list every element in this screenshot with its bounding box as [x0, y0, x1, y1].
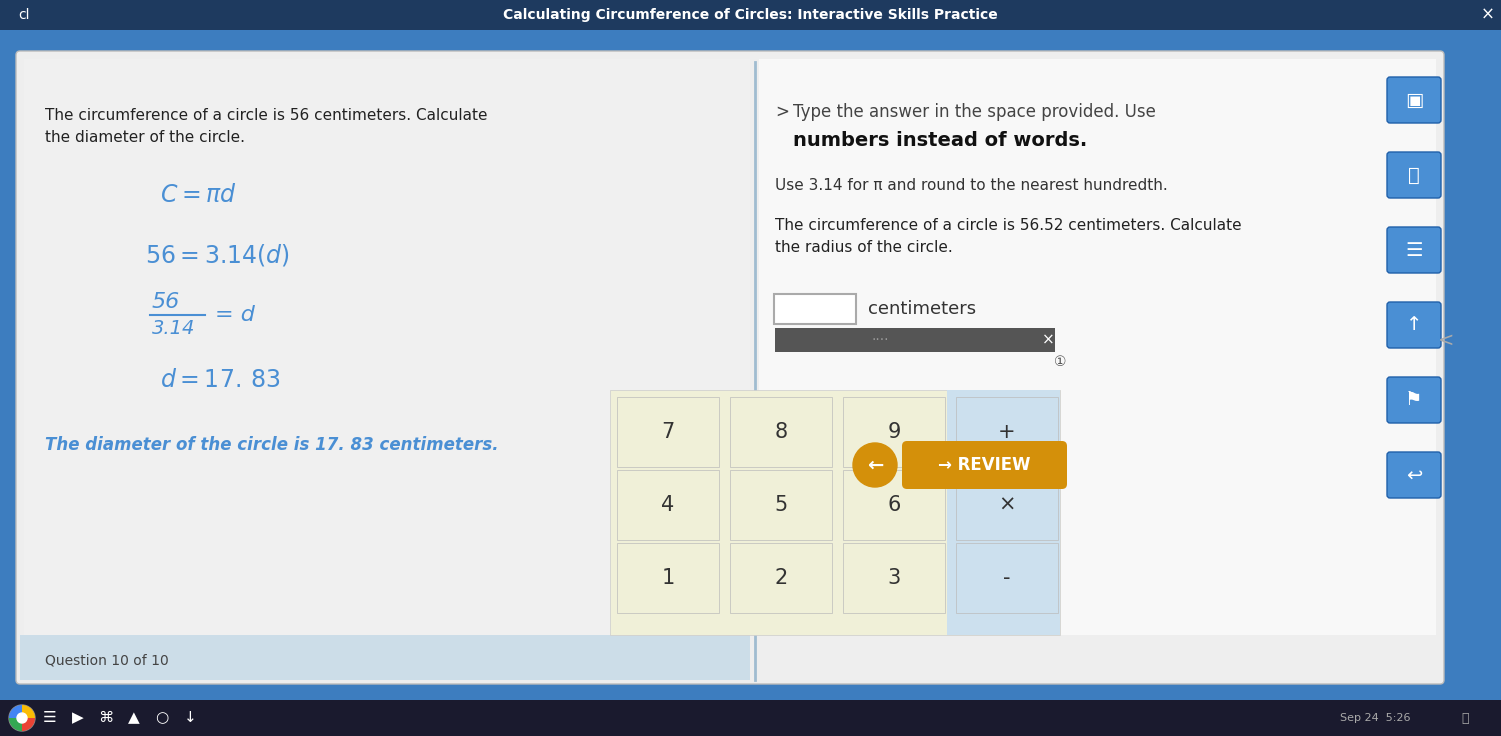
FancyBboxPatch shape: [24, 59, 750, 635]
Text: → REVIEW: → REVIEW: [938, 456, 1030, 474]
Text: 8: 8: [775, 422, 788, 442]
Text: Type the answer in the space provided. Use: Type the answer in the space provided. U…: [793, 103, 1156, 121]
Text: the diameter of the circle.: the diameter of the circle.: [45, 130, 245, 146]
Circle shape: [9, 705, 35, 731]
Text: The circumference of a circle is 56 centimeters. Calculate: The circumference of a circle is 56 cent…: [45, 107, 488, 122]
Wedge shape: [9, 705, 23, 718]
Text: ①: ①: [1054, 355, 1066, 369]
FancyBboxPatch shape: [956, 543, 1058, 613]
FancyBboxPatch shape: [17, 51, 1444, 684]
FancyBboxPatch shape: [1387, 77, 1441, 123]
FancyBboxPatch shape: [775, 294, 856, 324]
Text: 3.14: 3.14: [152, 319, 195, 338]
Text: ⓘ: ⓘ: [1462, 712, 1469, 724]
FancyBboxPatch shape: [1387, 377, 1441, 423]
Text: Use 3.14 for π and round to the nearest hundredth.: Use 3.14 for π and round to the nearest …: [775, 177, 1168, 193]
Text: 4: 4: [662, 495, 674, 515]
FancyBboxPatch shape: [1387, 302, 1441, 348]
Text: ↑: ↑: [1406, 316, 1421, 334]
Text: ×: ×: [998, 495, 1016, 515]
Text: ×: ×: [1042, 333, 1054, 347]
FancyBboxPatch shape: [617, 470, 719, 540]
Wedge shape: [9, 718, 23, 731]
Text: 56: 56: [152, 292, 180, 312]
Text: ←: ←: [866, 456, 883, 475]
Text: 9: 9: [887, 422, 901, 442]
Circle shape: [17, 713, 27, 723]
Text: +: +: [998, 422, 1016, 442]
FancyBboxPatch shape: [760, 59, 1436, 635]
Text: numbers instead of words.: numbers instead of words.: [793, 130, 1087, 149]
Text: The diameter of the circle is 17. 83 centimeters.: The diameter of the circle is 17. 83 cen…: [45, 436, 498, 454]
Text: 2: 2: [775, 568, 788, 588]
Text: ▣: ▣: [1405, 91, 1423, 110]
FancyBboxPatch shape: [844, 397, 946, 467]
FancyBboxPatch shape: [1387, 452, 1441, 498]
FancyBboxPatch shape: [844, 470, 946, 540]
Text: ▶: ▶: [72, 710, 84, 726]
FancyBboxPatch shape: [729, 397, 832, 467]
Text: 6: 6: [887, 495, 901, 515]
FancyBboxPatch shape: [947, 390, 1060, 635]
Text: >: >: [775, 103, 790, 121]
FancyBboxPatch shape: [609, 390, 1060, 635]
Text: cl: cl: [18, 8, 30, 22]
Text: ⚑: ⚑: [1405, 391, 1423, 409]
Wedge shape: [23, 705, 35, 718]
Text: ☰: ☰: [1405, 241, 1423, 260]
Text: = d: = d: [215, 305, 255, 325]
FancyBboxPatch shape: [0, 700, 1501, 736]
Text: ↓: ↓: [183, 710, 197, 726]
Text: 3: 3: [887, 568, 901, 588]
FancyBboxPatch shape: [617, 397, 719, 467]
FancyBboxPatch shape: [0, 30, 1501, 700]
Text: Calculating Circumference of Circles: Interactive Skills Practice: Calculating Circumference of Circles: In…: [503, 8, 997, 22]
Text: $d = 17.\,83$: $d = 17.\,83$: [161, 368, 281, 392]
Text: The circumference of a circle is 56.52 centimeters. Calculate: The circumference of a circle is 56.52 c…: [775, 218, 1241, 233]
Text: ▲: ▲: [128, 710, 140, 726]
Text: ⤢: ⤢: [1408, 166, 1420, 185]
FancyBboxPatch shape: [956, 397, 1058, 467]
Text: Question 10 of 10: Question 10 of 10: [45, 653, 168, 667]
Circle shape: [853, 443, 898, 487]
Text: ×: ×: [1481, 6, 1495, 24]
FancyBboxPatch shape: [729, 543, 832, 613]
Text: 7: 7: [662, 422, 674, 442]
FancyBboxPatch shape: [1387, 227, 1441, 273]
Text: Sep 24  5:26: Sep 24 5:26: [1340, 713, 1411, 723]
Text: <: <: [1438, 330, 1454, 350]
Text: ☰: ☰: [44, 710, 57, 726]
Text: ····: ····: [871, 333, 889, 347]
Wedge shape: [23, 718, 35, 731]
Text: 1: 1: [662, 568, 674, 588]
Text: 5: 5: [775, 495, 788, 515]
Text: ⌘: ⌘: [99, 710, 114, 726]
FancyBboxPatch shape: [0, 0, 1501, 30]
FancyBboxPatch shape: [844, 543, 946, 613]
Text: ○: ○: [156, 710, 168, 726]
FancyBboxPatch shape: [729, 470, 832, 540]
Text: $56 = 3.14(d)$: $56 = 3.14(d)$: [146, 242, 290, 268]
Text: the radius of the circle.: the radius of the circle.: [775, 241, 953, 255]
FancyBboxPatch shape: [775, 328, 1055, 352]
FancyBboxPatch shape: [1387, 152, 1441, 198]
Text: $C = \pi d$: $C = \pi d$: [161, 183, 237, 207]
FancyBboxPatch shape: [902, 441, 1067, 489]
Text: centimeters: centimeters: [868, 300, 976, 318]
FancyBboxPatch shape: [20, 635, 750, 680]
FancyBboxPatch shape: [617, 543, 719, 613]
FancyBboxPatch shape: [956, 470, 1058, 540]
Text: -: -: [1003, 568, 1010, 588]
Text: ↩: ↩: [1406, 465, 1421, 484]
